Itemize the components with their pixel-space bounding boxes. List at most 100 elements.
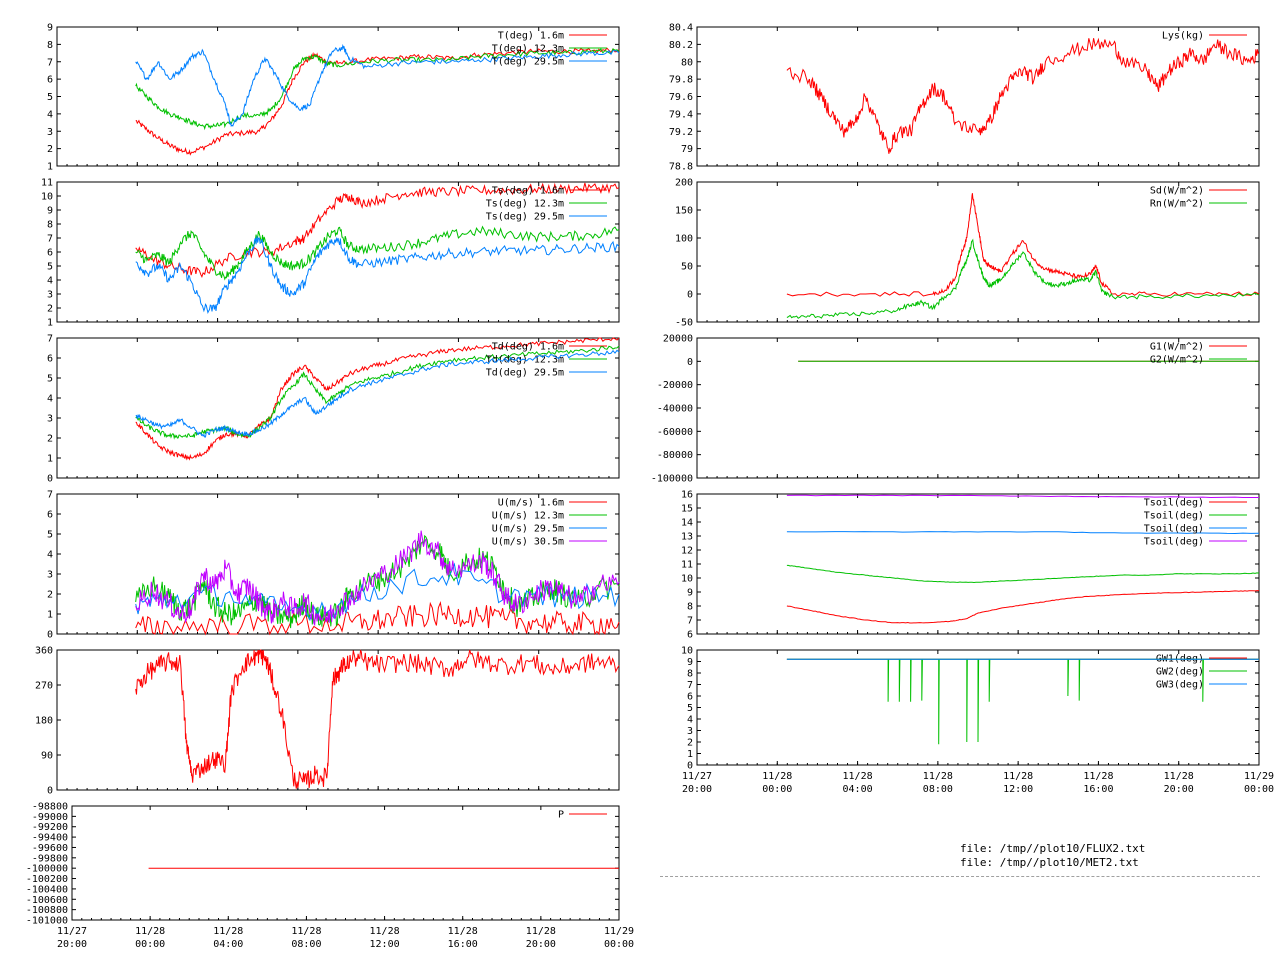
legend-label: Tsoil(deg) — [1144, 511, 1204, 522]
x-tick-label: 11/29 — [1244, 771, 1274, 782]
y-tick-label: 3 — [47, 127, 53, 138]
legend-label: G1(W/m^2) — [1150, 342, 1204, 353]
x-tick-label: 11/28 — [843, 771, 873, 782]
legend-label: Td(deg) 1.6m — [492, 342, 564, 353]
series-line-tsoil-deg- — [786, 494, 1259, 499]
y-tick-label: 5 — [47, 530, 53, 541]
legend-label: Ts(deg) 12.3m — [486, 199, 564, 210]
y-tick-label: 4 — [47, 550, 53, 561]
x-tick-label: 04:00 — [843, 784, 873, 795]
series-line-gw2-deg- — [786, 658, 1259, 745]
legend-label: G2(W/m^2) — [1150, 355, 1204, 366]
legend-label: T(deg) 29.5m — [492, 57, 564, 68]
y-tick-label: -100200 — [26, 874, 68, 885]
y-tick-label: 4 — [47, 394, 53, 405]
x-tick-label: 20:00 — [1164, 784, 1194, 795]
series-line-u-m-s-30-5m — [135, 530, 620, 627]
series-line-tsoil-deg- — [786, 590, 1259, 624]
x-tick-label: 11/28 — [762, 771, 792, 782]
y-tick-label: 10 — [681, 574, 693, 585]
panel-right-5: 012345678910GW1(deg)GW2(deg)GW3(deg)11/2… — [681, 646, 1274, 796]
legend-label: Ts(deg) 29.5m — [486, 212, 564, 223]
y-tick-label: 1 — [47, 162, 53, 173]
y-tick-label: -40000 — [657, 404, 693, 415]
y-tick-label: -99600 — [32, 843, 68, 854]
x-tick-label: 16:00 — [448, 939, 478, 950]
file-label-flux: file: /tmp//plot10/FLUX2.txt — [960, 842, 1146, 855]
legend-label: Tsoil(deg) — [1144, 537, 1204, 548]
y-tick-label: -99800 — [32, 853, 68, 864]
y-tick-label: -98800 — [32, 802, 68, 813]
legend-label: Tsoil(deg) — [1144, 524, 1204, 535]
x-tick-label: 20:00 — [526, 939, 556, 950]
y-tick-label: 79.6 — [669, 92, 693, 103]
x-tick-label: 11/28 — [135, 926, 165, 937]
x-tick-label: 11/28 — [213, 926, 243, 937]
x-tick-label: 11/28 — [1003, 771, 1033, 782]
series-line-td-deg-1-6m — [135, 337, 620, 461]
y-tick-label: 2 — [687, 738, 693, 749]
legend-label: Td(deg) 29.5m — [486, 368, 564, 379]
panel-left-2: 1 2 3 4 5 6 7 8 9 10 11 Ts(deg) 1.6m Ts(deg) 12.3m Ts… — [41, 178, 620, 329]
y-tick-label: 3 — [47, 570, 53, 581]
series-line-ts-deg-12-3m — [135, 225, 620, 281]
y-tick-label: 80.2 — [669, 40, 693, 51]
y-tick-label: 0 — [47, 786, 53, 797]
y-tick-label: 80 — [681, 57, 693, 68]
series-line-tsoil-deg- — [786, 564, 1260, 584]
y-tick-label: 4 — [687, 715, 693, 726]
y-tick-label: 1 — [47, 454, 53, 465]
y-tick-label: -100400 — [26, 884, 68, 895]
y-tick-label: 9 — [687, 588, 693, 599]
y-tick-label: 11 — [681, 560, 693, 571]
y-tick-label: 1 — [687, 749, 693, 760]
series-line-unnamed — [135, 649, 620, 789]
panel-right-4: 6 7 8 9 10 11 12 13 14 15 16 Tsoil(deg) Tsoil(deg) Ts… — [681, 490, 1260, 641]
x-tick-label: 12:00 — [1003, 784, 1033, 795]
y-tick-label: -60000 — [657, 427, 693, 438]
series-line-td-deg-29-5m — [135, 349, 620, 438]
panel-right-3: -100000 -80000 -60000 -40000 -20000 0 20000 G1(… — [651, 334, 1260, 485]
y-tick-label: 180 — [35, 716, 53, 727]
y-tick-label: 16 — [681, 490, 693, 501]
legend-label: Lys(kg) — [1162, 31, 1204, 42]
y-tick-label: 79.8 — [669, 75, 693, 86]
y-tick-label: 4 — [47, 109, 53, 120]
x-tick-label: 08:00 — [923, 784, 953, 795]
y-tick-label: 14 — [681, 518, 693, 529]
legend-label: Ts(deg) 1.6m — [492, 186, 564, 197]
x-tick-label: 11/28 — [923, 771, 953, 782]
y-tick-label: -100600 — [26, 895, 68, 906]
y-tick-label: 78.8 — [669, 162, 693, 173]
y-tick-label: 79.4 — [669, 109, 693, 120]
y-tick-label: 6 — [47, 75, 53, 86]
legend-label: P — [558, 810, 564, 821]
y-tick-label: 2 — [47, 144, 53, 155]
y-tick-label: 7 — [47, 234, 53, 245]
x-tick-label: 11/28 — [448, 926, 478, 937]
y-tick-label: 8 — [47, 40, 53, 51]
y-tick-label: -100000 — [651, 474, 693, 485]
y-tick-label: 9 — [47, 23, 53, 34]
legend-label: T(deg) 1.6m — [498, 31, 564, 42]
y-tick-label: 2 — [47, 304, 53, 315]
y-tick-label: -100800 — [26, 905, 68, 916]
series-line-u-m-s-12-3m — [135, 534, 620, 629]
y-tick-label: 150 — [675, 206, 693, 217]
y-tick-label: 9 — [47, 206, 53, 217]
y-tick-label: 7 — [687, 680, 693, 691]
legend-label: T(deg) 12.3m — [492, 44, 564, 55]
y-tick-label: 50 — [681, 262, 693, 273]
plot-frame — [696, 26, 1260, 167]
series-line-tsoil-deg- — [786, 531, 1260, 535]
y-tick-label: 7 — [687, 616, 693, 627]
y-tick-label: 7 — [47, 334, 53, 345]
dashed-divider — [660, 876, 1260, 877]
y-tick-label: -101000 — [26, 916, 68, 927]
series-line-u-m-s-29-5m — [135, 562, 620, 622]
y-tick-label: 7 — [47, 490, 53, 501]
series-line-sd-w-m-2- — [786, 193, 1260, 297]
x-tick-label: 00:00 — [762, 784, 792, 795]
